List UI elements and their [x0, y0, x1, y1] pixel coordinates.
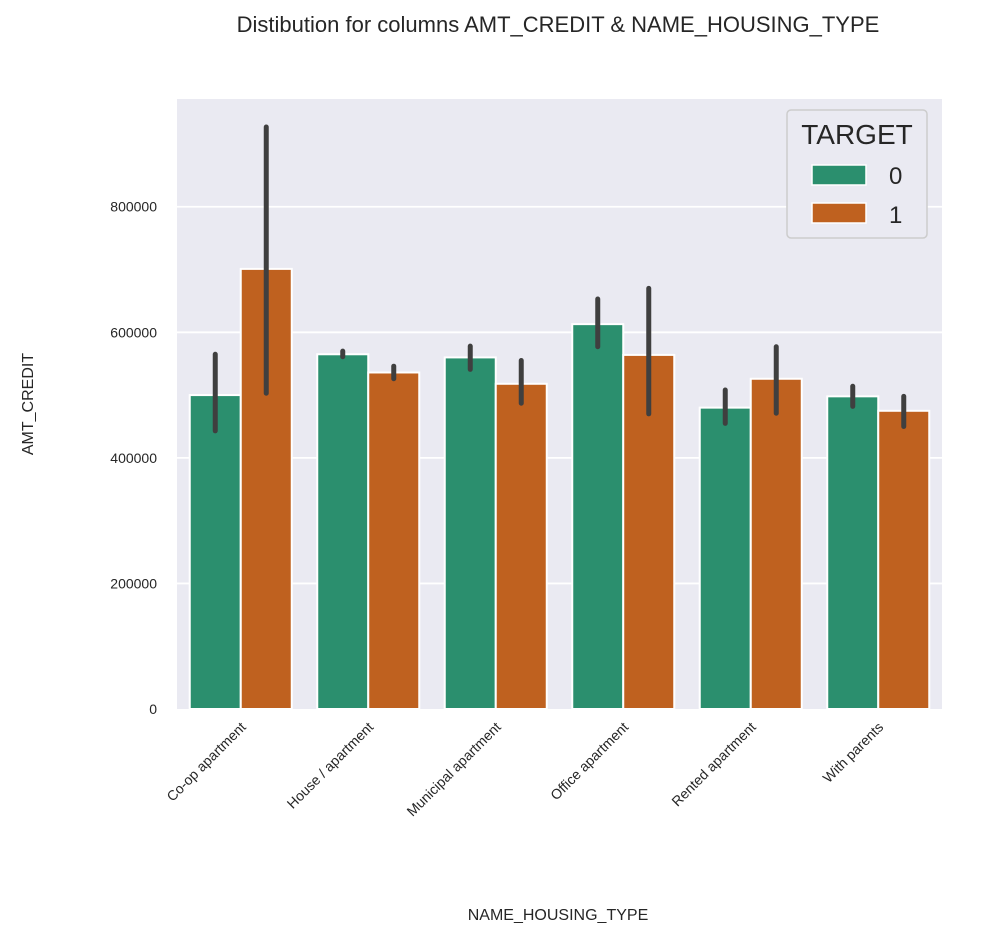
x-tick-label: Municipal apartment [403, 719, 504, 820]
x-axis-ticks: Co-op apartment House / apartment Municipa… [163, 719, 886, 820]
legend-title: TARGET [801, 119, 912, 150]
chart-title: Distibution for columns AMT_CREDIT & NAM… [237, 12, 880, 37]
x-tick-label: With parents [819, 719, 886, 786]
grid [177, 205, 942, 585]
y-tick-label: 600000 [110, 324, 157, 340]
bar-1-2 [494, 382, 548, 710]
bar-0-2 [443, 356, 497, 710]
y-axis-ticks: 0 200000 400000 600000 800000 [110, 199, 157, 717]
y-tick-label: 200000 [110, 575, 157, 591]
bars [188, 124, 931, 710]
bar-1-4 [749, 377, 803, 710]
y-tick-label: 0 [149, 701, 157, 717]
bar-1-5 [877, 409, 931, 710]
x-tick-label: Rented apartment [668, 719, 759, 810]
x-axis-label: NAME_HOUSING_TYPE [468, 907, 648, 924]
legend-label-0: 0 [889, 163, 902, 190]
x-tick-label: House / apartment [284, 719, 377, 812]
bar-0-0 [188, 394, 242, 710]
bar-0-3 [571, 323, 625, 710]
legend-label-1: 1 [889, 202, 902, 229]
y-tick-label: 400000 [110, 450, 157, 466]
bar-0-5 [826, 395, 880, 710]
legend-swatch-1 [811, 202, 867, 224]
x-tick-label: Co-op apartment [163, 719, 249, 805]
legend-swatch-0 [811, 164, 867, 186]
bar-0-1 [316, 353, 370, 710]
bar-0-4 [698, 406, 752, 710]
y-axis-label: AMT_CREDIT [20, 353, 37, 455]
y-tick-label: 800000 [110, 199, 157, 215]
x-tick-label: Office apartment [547, 719, 631, 803]
legend: TARGET 0 1 [786, 109, 928, 239]
bar-1-1 [367, 371, 421, 710]
